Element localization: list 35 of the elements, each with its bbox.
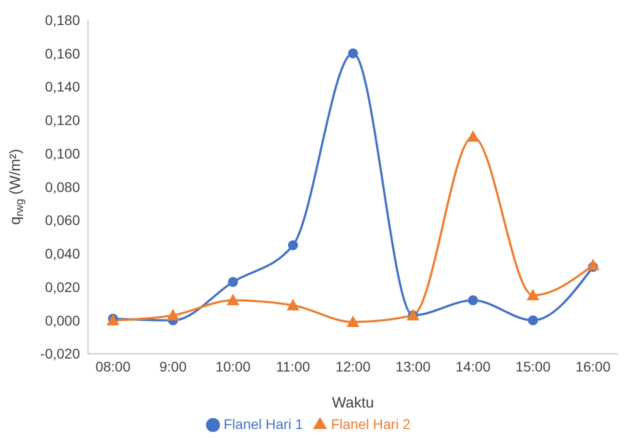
- point: [467, 130, 479, 142]
- x-tick-label: 15:00: [515, 358, 551, 375]
- x-axis-title: Waktu: [332, 394, 374, 412]
- legend-label: Flanel Hari 1: [224, 416, 303, 432]
- y-tick-label: 0,020: [44, 278, 80, 295]
- legend-label: Flanel Hari 2: [331, 416, 410, 432]
- y-tick-label: 0,100: [44, 145, 80, 162]
- x-tick-label: 14:00: [455, 358, 491, 375]
- point: [527, 289, 539, 300]
- point: [227, 294, 239, 306]
- x-tick-label: 08:00: [95, 358, 131, 375]
- point: [167, 309, 179, 320]
- x-tick-label: 12:00: [335, 358, 371, 375]
- x-tick-label: 16:00: [575, 358, 611, 375]
- x-tick-label: 13:00: [395, 358, 431, 375]
- x-tick-label: 11:00: [276, 358, 310, 375]
- point: [348, 48, 358, 58]
- y-tick-label: 0,040: [44, 246, 80, 262]
- point: [528, 315, 538, 326]
- y-tick-label: 0,140: [44, 78, 80, 95]
- point: [468, 295, 478, 306]
- point: [587, 259, 599, 270]
- point: [288, 240, 298, 250]
- point: [287, 299, 299, 310]
- x-tick-label: 9:00: [159, 358, 187, 375]
- point: [347, 316, 359, 327]
- y-tick-label: 0,000: [44, 312, 80, 328]
- y-tick-label: 0,080: [44, 178, 80, 195]
- y-tick-label: 0,120: [44, 112, 80, 128]
- y-tick-label: 0,180: [44, 12, 80, 28]
- y-tick-label: 0,160: [44, 45, 80, 62]
- point: [228, 276, 238, 287]
- x-tick-label: 10:00: [215, 358, 251, 375]
- y-tick-label: -0,020: [40, 346, 80, 362]
- y-tick-label: 0,060: [44, 212, 80, 228]
